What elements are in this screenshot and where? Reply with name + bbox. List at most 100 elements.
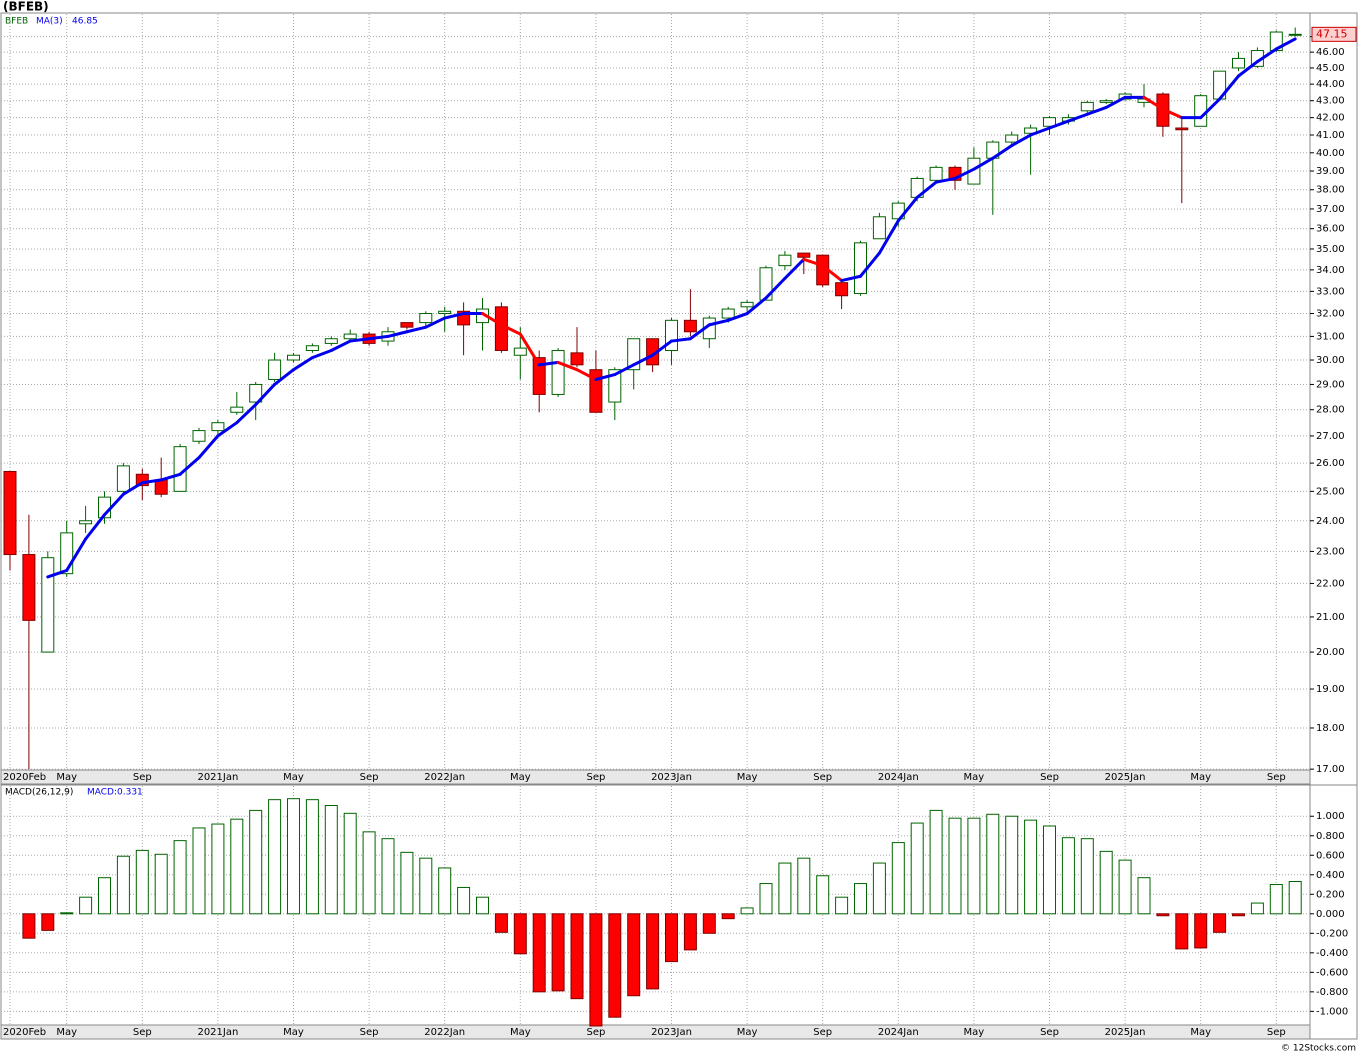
- ma-segment: [481, 312, 503, 327]
- ma-segment: [1010, 133, 1033, 148]
- ma-segment: [518, 332, 541, 367]
- price-tag: [1311, 26, 1357, 42]
- macd-bar: [1099, 850, 1113, 915]
- ma-segment: [783, 257, 806, 280]
- y-tick-label: 29.00: [1316, 379, 1345, 390]
- macd-bar: [816, 875, 830, 915]
- x-tick-label: Sep: [813, 1027, 832, 1038]
- ma-segment: [840, 274, 862, 283]
- macd-bar: [305, 799, 319, 915]
- candle-body: [1175, 127, 1189, 131]
- ma-segment: [235, 403, 258, 425]
- ma-segment: [802, 257, 825, 268]
- candle-body: [249, 383, 263, 403]
- macd-bar: [476, 896, 489, 915]
- macd-bar: [683, 913, 697, 951]
- macd-bar: [1232, 913, 1245, 917]
- candle-body: [683, 319, 697, 333]
- macd-bar: [721, 913, 735, 920]
- y-tick-label: 1.000: [1316, 811, 1345, 822]
- candle-body: [1194, 95, 1208, 127]
- x-tick-label: May: [283, 772, 304, 783]
- y-tick-label: 43.00: [1316, 96, 1345, 107]
- ma-segment: [1085, 105, 1108, 116]
- ma-segment: [991, 144, 1014, 160]
- candle-body: [438, 310, 452, 315]
- y-tick-label: 21.00: [1316, 612, 1345, 623]
- candle-body: [116, 465, 130, 492]
- candle-body: [778, 254, 792, 267]
- y-tick-label: 20.00: [1316, 647, 1345, 658]
- macd-bar: [419, 857, 433, 915]
- y-tick-label: 44.00: [1316, 79, 1345, 90]
- ma-segment: [707, 318, 730, 327]
- ma-segment: [726, 312, 749, 322]
- legend-symbol: BFEB: [5, 17, 28, 27]
- candle-body: [324, 338, 338, 344]
- macd-bar: [211, 823, 225, 915]
- macd-bar: [646, 913, 660, 990]
- ma-segment: [178, 456, 201, 476]
- macd-bar: [116, 855, 130, 915]
- ma-segment: [1199, 97, 1222, 120]
- macd-bar: [1061, 837, 1075, 915]
- macd-bar: [910, 822, 924, 915]
- y-tick-label: 0.400: [1316, 870, 1345, 881]
- macd-bar: [381, 838, 395, 915]
- candle-body: [287, 354, 300, 361]
- y-tick-label: 18.00: [1316, 723, 1345, 734]
- macd-bar: [41, 913, 55, 931]
- y-tick-label: 36.00: [1316, 224, 1345, 235]
- ma-segment: [859, 251, 881, 278]
- candle-body: [400, 322, 414, 328]
- macd-bar: [1269, 884, 1283, 915]
- macd-bar: [249, 809, 263, 915]
- macd-legend: MACD:0.331: [87, 788, 143, 798]
- y-tick-label: 37.00: [1316, 204, 1345, 215]
- x-tick-label: May: [510, 772, 531, 783]
- macd-bar: [192, 827, 206, 915]
- macd-bar: [835, 896, 849, 915]
- ma-segment: [405, 325, 428, 334]
- y-tick-label: 19.00: [1316, 684, 1345, 695]
- macd-bar: [532, 913, 546, 993]
- macd-bar: [324, 805, 338, 915]
- y-tick-label: 26.00: [1316, 458, 1345, 469]
- x-tick-label: May: [56, 1027, 77, 1038]
- ma-segment: [1142, 95, 1165, 111]
- x-tick-label: Sep: [360, 772, 379, 783]
- macd-bar: [1156, 913, 1170, 917]
- x-tick-label: May: [1190, 772, 1211, 783]
- x-tick-label: 2024Jan: [878, 1027, 919, 1038]
- candle-body: [854, 242, 867, 295]
- candle-body: [929, 166, 943, 181]
- ma-segment: [1255, 47, 1278, 64]
- ma-segment: [254, 382, 277, 407]
- ma-segment: [273, 368, 295, 386]
- candle-body: [513, 347, 527, 356]
- candle-body: [41, 557, 55, 653]
- ma-segment: [65, 537, 88, 572]
- ma-segment: [1237, 60, 1259, 78]
- legend-ma: MA(3): [36, 17, 63, 27]
- y-tick-label: 22.00: [1316, 578, 1345, 589]
- y-tick-label: 31.00: [1316, 331, 1345, 342]
- candle-body: [79, 520, 93, 525]
- x-tick-label: 2020Feb: [3, 772, 46, 783]
- macd-bar: [627, 913, 641, 997]
- ma-segment: [594, 373, 617, 381]
- y-tick-label: -0.400: [1316, 948, 1348, 959]
- x-tick-label: 2023Jan: [651, 772, 692, 783]
- x-tick-label: May: [737, 1027, 758, 1038]
- macd-bar: [948, 817, 962, 915]
- x-tick-label: Sep: [133, 1027, 152, 1038]
- ma-segment: [292, 356, 314, 372]
- macd-bar: [135, 849, 149, 915]
- ma-segment: [140, 478, 163, 485]
- candle-body: [532, 357, 546, 395]
- candle-body: [22, 554, 36, 621]
- y-tick-label: -0.600: [1316, 967, 1348, 978]
- legend-ma-value: 46.85: [72, 17, 98, 27]
- ma-segment: [121, 481, 144, 496]
- ma-segment: [651, 339, 673, 357]
